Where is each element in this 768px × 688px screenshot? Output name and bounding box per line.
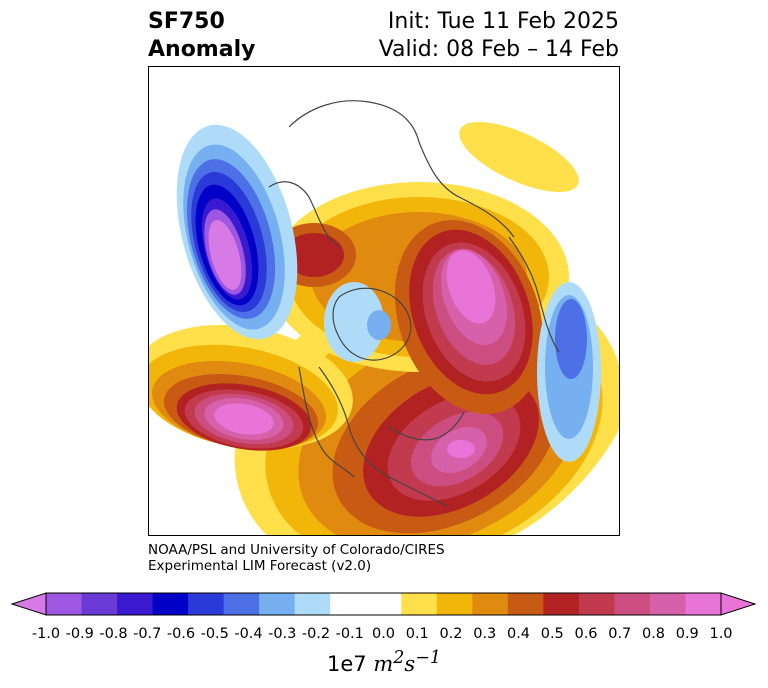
colorbar-tick-label: 1.0	[709, 626, 733, 642]
colorbar-tick-label: 0.3	[473, 626, 497, 642]
colorbar-bin	[223, 593, 260, 615]
colorbar-over-arrow	[720, 592, 757, 616]
colorbar-bin	[152, 593, 189, 615]
colorbar-tick-label: -0.6	[166, 626, 196, 642]
colorbar-under-arrow	[10, 592, 47, 616]
colorbar-bin	[614, 593, 651, 615]
colorbar-tick-label: 0.4	[506, 626, 531, 642]
colorbar-bin	[365, 593, 402, 615]
colorbar-bin	[46, 593, 83, 615]
coastlines	[268, 100, 560, 508]
map-title-left: SF750 Anomaly	[148, 8, 255, 64]
colorbar-tick-label: 0.8	[641, 626, 666, 642]
colorbar-tick-label: 0.2	[439, 626, 463, 642]
colorbar-units: 1e7 m2s−1	[0, 648, 768, 676]
units-s: s	[404, 652, 416, 676]
units-sup-1: 2	[393, 648, 405, 668]
colorbar-bin	[507, 593, 544, 615]
colorbar-bin	[188, 593, 225, 615]
colorbar-bin	[543, 593, 580, 615]
colorbar-tick-label: -0.8	[99, 626, 128, 642]
colorbar-tick-label: -0.1	[335, 626, 364, 642]
colorbar-tick-label: 0.0	[371, 626, 396, 642]
units-m: m	[373, 652, 394, 676]
colorbar-bin	[472, 593, 509, 615]
credit-line-2: Experimental LIM Forecast (v2.0)	[148, 558, 372, 574]
colorbar-tick-label: 0.5	[540, 626, 564, 642]
colorbar-bin	[578, 593, 615, 615]
colorbar-bin	[259, 593, 296, 615]
init-date: Init: Tue 11 Feb 2025	[387, 9, 619, 34]
colorbar-tick-label: 0.1	[405, 626, 429, 642]
colorbar-bin	[685, 593, 722, 615]
colorbar-ticks: -1.0 -0.9 -0.8 -0.7 -0.6 -0.5 -0.4 -0.3 -0.2 -0.1…	[0, 626, 768, 646]
colorbar-tick-label: -0.4	[234, 626, 263, 642]
credit-line-1: NOAA/PSL and University of Colorado/CIRE…	[148, 542, 445, 558]
positive-anomaly-east-asia	[459, 121, 579, 193]
colorbar-bin	[117, 593, 154, 615]
colorbar-tick-label: 0.6	[574, 626, 598, 642]
positive-anomaly-pacific	[149, 324, 353, 451]
colorbar-bin	[81, 593, 118, 615]
colorbar-outline	[45, 592, 722, 616]
colorbar-tick-label: -0.2	[301, 626, 331, 642]
credit-text: NOAA/PSL and University of Colorado/CIRE…	[148, 542, 445, 574]
units-sup-2: −1	[415, 648, 441, 668]
colorbar-bin	[436, 593, 473, 615]
negative-anomaly-arctic	[324, 282, 391, 362]
map-title-right: Init: Tue 11 Feb 2025 Valid: 08 Feb – 14…	[379, 8, 619, 64]
variable-title: SF750	[148, 9, 225, 34]
colorbar	[10, 592, 757, 616]
colorbar-tick-label: 0.9	[675, 626, 699, 642]
negative-anomaly-atlantic	[537, 282, 601, 462]
colorbar-tick-label: 0.7	[608, 626, 632, 642]
colorbar-bin	[294, 593, 331, 615]
colorbar-tick-label: -0.3	[268, 626, 297, 642]
colorbar-tick-label: -0.9	[65, 626, 94, 642]
polar-map	[149, 67, 619, 535]
colorbar-tick-label: -0.7	[133, 626, 162, 642]
units-prefix: 1e7	[327, 652, 367, 676]
colorbar-bin	[401, 593, 438, 615]
valid-dates: Valid: 08 Feb – 14 Feb	[378, 37, 619, 62]
map-panel	[148, 66, 620, 536]
colorbar-tick-label: -0.5	[200, 626, 229, 642]
negative-anomaly-asia	[176, 124, 298, 340]
positive-anomaly-siberia	[394, 220, 544, 414]
colorbar-bin	[649, 593, 686, 615]
colorbar-bin	[330, 593, 367, 615]
anomaly-title: Anomaly	[148, 37, 256, 62]
colorbar-tick-label: -1.0	[31, 626, 61, 642]
